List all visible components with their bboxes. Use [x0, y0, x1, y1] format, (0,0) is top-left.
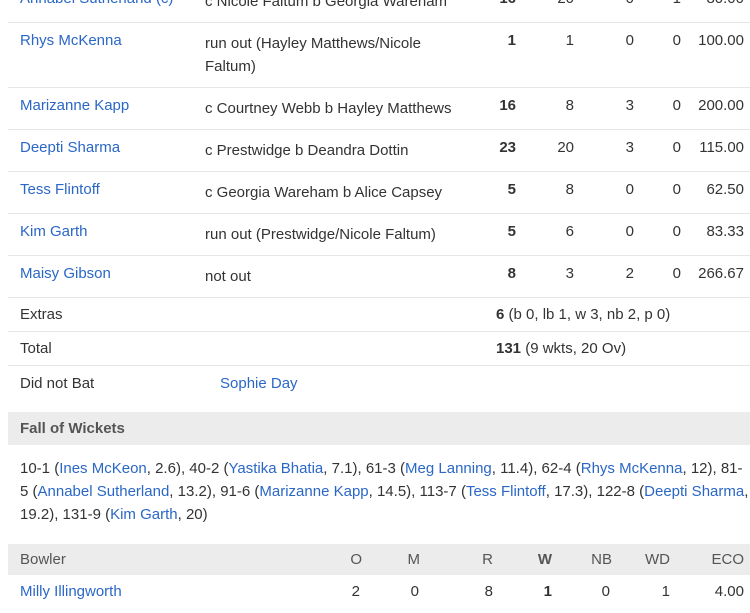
balls: 1: [565, 32, 574, 49]
sixes: 0: [672, 139, 681, 156]
dnb-player-link[interactable]: Sophie Day: [220, 375, 298, 392]
runs: 16: [499, 97, 516, 114]
batter-link[interactable]: Deepti Sharma: [20, 139, 121, 156]
dismissal: run out (Prestwidge/Nicole Faltum): [205, 226, 436, 243]
runs: 23: [499, 139, 516, 156]
batter-link[interactable]: Rhys McKenna: [20, 32, 122, 49]
strike-rate: 83.33: [706, 223, 744, 240]
sixes: 0: [672, 32, 681, 49]
fall-of-wickets-header: Fall of Wickets: [8, 412, 750, 445]
fow-player-link[interactable]: Rhys McKenna: [580, 460, 683, 477]
did-not-bat-row: Did not Bat Sophie Day: [8, 366, 750, 402]
batter-link[interactable]: Kim Garth: [20, 223, 88, 240]
batter-row: Rhys McKenna run out (Hayley Matthews/Ni…: [8, 23, 750, 88]
fow-item: 10-1 (Ines McKeon, 2.6),: [20, 460, 190, 477]
balls: 20: [557, 0, 574, 7]
fours: 3: [625, 139, 634, 156]
sixes: 0: [672, 223, 681, 240]
batter-row: Annabel Sutherland (c) c Nicole Faltum b…: [8, 0, 750, 23]
total-row: Total 131 (9 wkts, 20 Ov): [8, 332, 750, 366]
fours: 0: [626, 0, 634, 7]
balls: 3: [565, 265, 574, 282]
balls: 8: [565, 181, 574, 198]
strike-rate: 80.00: [706, 0, 744, 7]
fow-item: 81-5 (Annabel Sutherland, 13.2),: [20, 460, 743, 500]
runs: 1: [507, 32, 516, 49]
fow-player-link[interactable]: Deepti Sharma: [644, 483, 745, 500]
fours: 2: [625, 265, 634, 282]
batter-row: Kim Garth run out (Prestwidge/Nicole Fal…: [8, 214, 750, 256]
strike-rate: 266.67: [698, 265, 744, 282]
strike-rate: 62.50: [706, 181, 744, 198]
dismissal: c Courtney Webb b Hayley Matthews: [205, 100, 452, 117]
fall-of-wickets-list: 10-1 (Ines McKeon, 2.6), 40-2 (Yastika B…: [8, 445, 750, 538]
fours: 0: [625, 181, 634, 198]
batter-row: Marizanne Kapp c Courtney Webb b Hayley …: [8, 88, 750, 130]
sixes: 1: [673, 0, 681, 7]
bowling-header: Bowler O M R W NB WD ECO: [8, 544, 750, 575]
sixes: 0: [672, 97, 681, 114]
dismissal: c Georgia Wareham b Alice Capsey: [205, 184, 443, 201]
strike-rate: 115.00: [699, 139, 744, 156]
fow-item: 40-2 (Yastika Bhatia, 7.1),: [189, 460, 366, 477]
sixes: 0: [672, 181, 681, 198]
runs: 16: [499, 0, 516, 7]
sixes: 0: [672, 265, 681, 282]
batter-row: Tess Flintoff c Georgia Wareham b Alice …: [8, 172, 750, 214]
strike-rate: 100.00: [698, 32, 744, 49]
fours: 3: [625, 97, 634, 114]
fow-item: 91-6 (Marizanne Kapp, 14.5),: [220, 483, 420, 500]
dismissal: c Nicole Faltum b Georgia Wareham: [205, 0, 448, 10]
fow-item: 131-9 (Kim Garth, 20): [62, 506, 208, 523]
balls: 6: [565, 223, 574, 240]
fow-player-link[interactable]: Marizanne Kapp: [259, 483, 369, 500]
bowler-row: Milly Illingworth 2 0 8 1 0 1 4.00: [8, 575, 750, 609]
runs: 5: [507, 181, 516, 198]
bowler-link[interactable]: Milly Illingworth: [20, 583, 122, 600]
fours: 0: [625, 32, 634, 49]
batter-link[interactable]: Tess Flintoff: [20, 181, 100, 198]
dismissal: c Prestwidge b Deandra Dottin: [205, 142, 409, 159]
extras-row: Extras 6 (b 0, lb 1, w 3, nb 2, p 0): [8, 298, 750, 332]
fow-player-link[interactable]: Ines McKeon: [59, 460, 147, 477]
scorecard: Annabel Sutherland (c) c Nicole Faltum b…: [8, 0, 750, 609]
runs: 5: [507, 223, 516, 240]
fow-item: 62-4 (Rhys McKenna, 12),: [541, 460, 721, 477]
batter-link[interactable]: Marizanne Kapp: [20, 97, 130, 114]
fours: 0: [625, 223, 634, 240]
batter-row: Maisy Gibson not out 8 3 2 0 266.67: [8, 256, 750, 298]
strike-rate: 200.00: [698, 97, 744, 114]
fow-player-link[interactable]: Kim Garth: [110, 506, 178, 523]
runs: 8: [507, 265, 516, 282]
balls: 8: [565, 97, 574, 114]
fow-item: 113-7 (Tess Flintoff, 17.3),: [419, 483, 597, 500]
dismissal: not out: [205, 268, 251, 285]
dismissal: run out (Hayley Matthews/Nicole Faltum): [205, 35, 421, 75]
fow-player-link[interactable]: Meg Lanning: [405, 460, 492, 477]
batter-link[interactable]: Maisy Gibson: [20, 265, 111, 282]
fow-player-link[interactable]: Yastika Bhatia: [228, 460, 324, 477]
balls: 20: [557, 139, 574, 156]
batter-link[interactable]: Annabel Sutherland (c): [20, 0, 173, 7]
fow-player-link[interactable]: Annabel Sutherland: [37, 483, 170, 500]
fow-item: 61-3 (Meg Lanning, 11.4),: [365, 460, 542, 477]
batter-row: Deepti Sharma c Prestwidge b Deandra Dot…: [8, 130, 750, 172]
fow-player-link[interactable]: Tess Flintoff: [465, 483, 546, 500]
fow-item: 122-8 (Deepti Sharma, 19.2),: [20, 483, 749, 523]
